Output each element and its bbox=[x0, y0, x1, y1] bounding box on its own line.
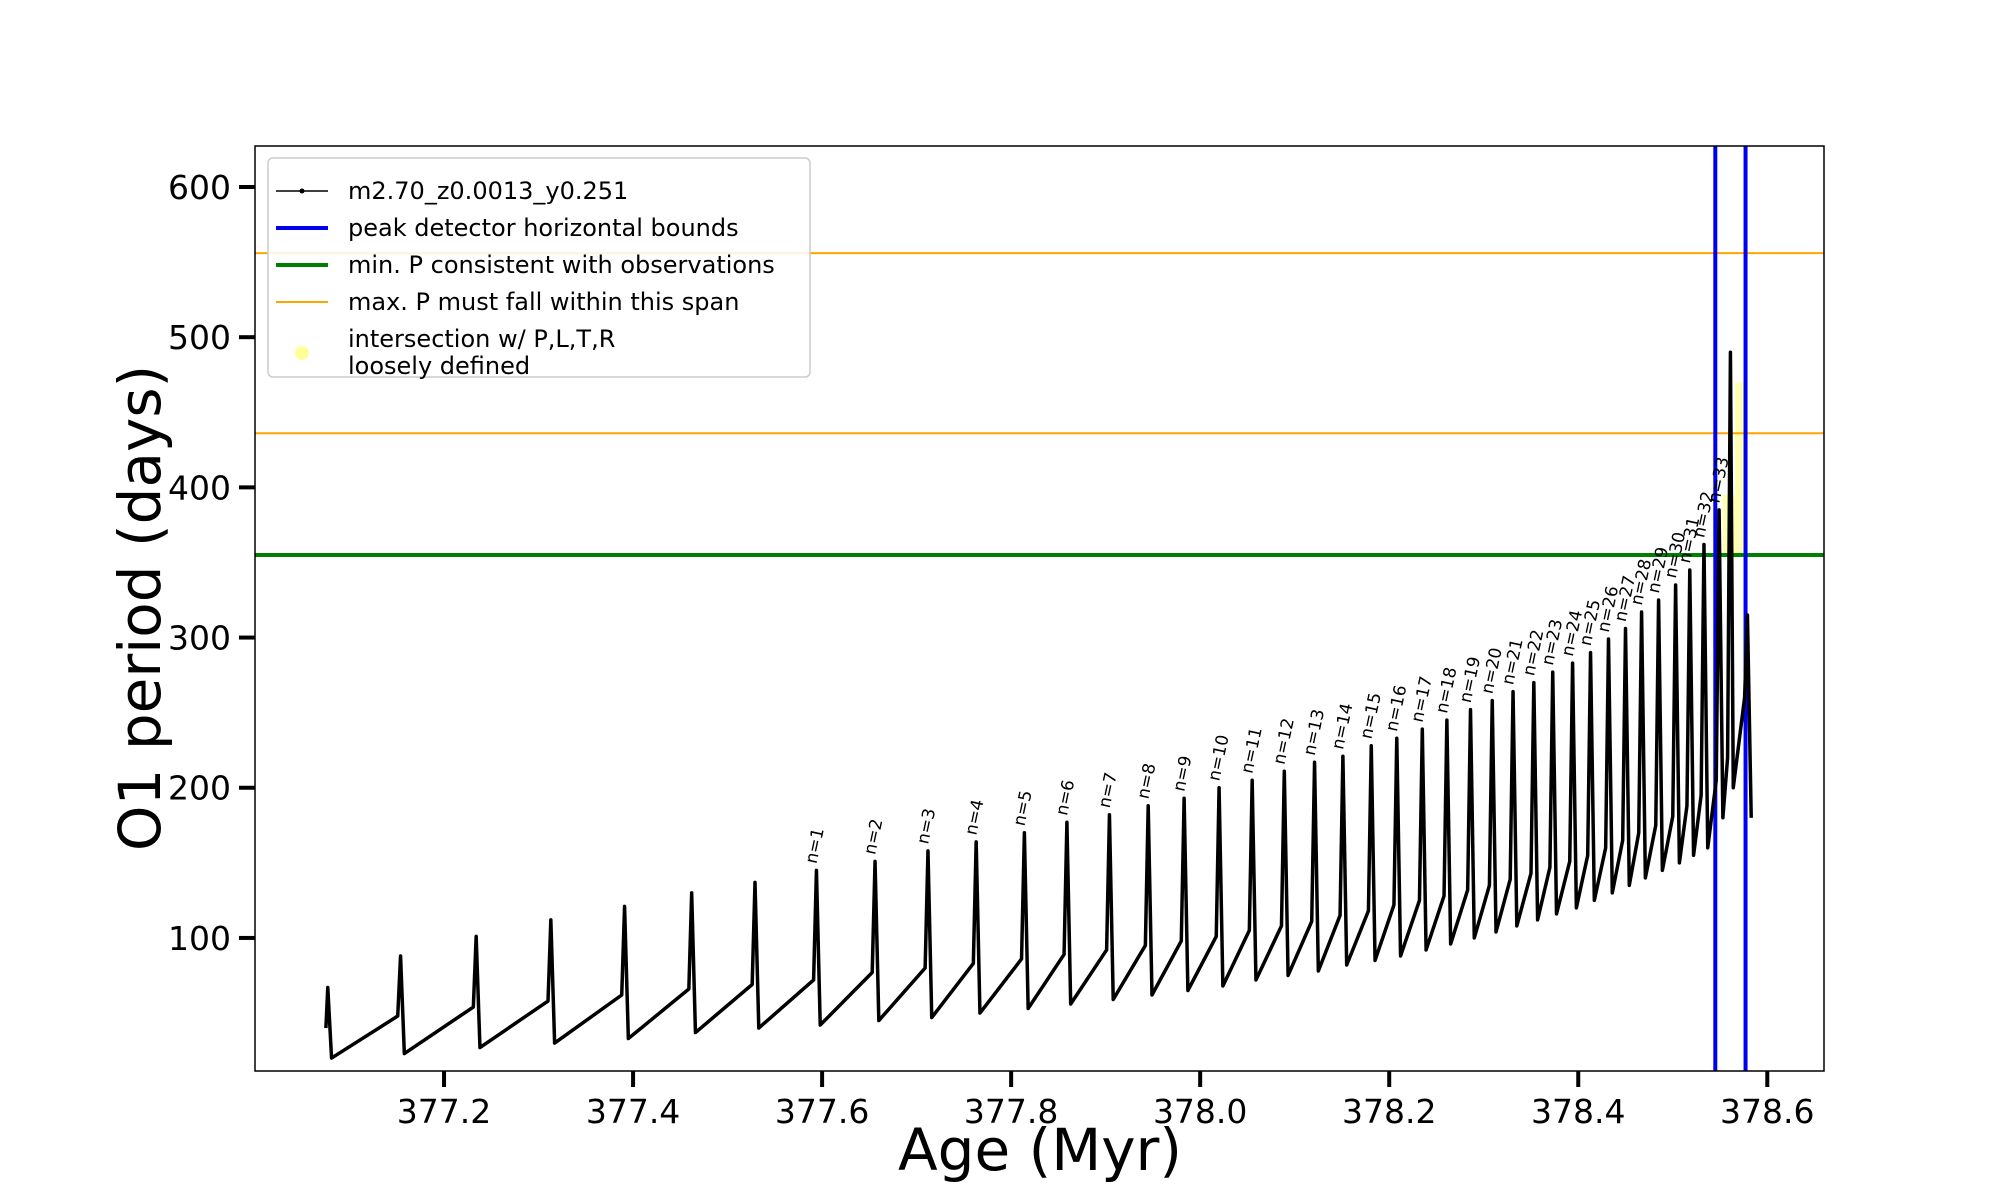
data-line bbox=[324, 350, 1753, 1060]
y-tick-label: 300 bbox=[168, 619, 231, 658]
pulse-annotation: n=3 bbox=[913, 807, 940, 846]
pulse-annotation: n=9 bbox=[1169, 754, 1196, 793]
x-tick-label: 378.0 bbox=[1153, 1092, 1247, 1131]
x-tick-label: 377.6 bbox=[775, 1092, 869, 1131]
pulse-annotation: n=6 bbox=[1052, 778, 1079, 817]
highlight-region bbox=[1735, 382, 1747, 555]
legend-label-line: intersection w/ P,L,T,R bbox=[348, 325, 615, 353]
x-tick-label: 378.2 bbox=[1342, 1092, 1436, 1131]
y-tick-label: 500 bbox=[168, 318, 231, 357]
x-tick-label: 377.8 bbox=[964, 1092, 1058, 1131]
legend-label-line: loosely defined bbox=[348, 352, 530, 380]
x-tick-label: 378.4 bbox=[1531, 1092, 1625, 1131]
legend-label: min. P consistent with observations bbox=[348, 251, 775, 279]
legend-label: intersection w/ P,L,T,R loosely defined bbox=[348, 325, 615, 380]
pulse-annotation: n=17 bbox=[1408, 674, 1437, 724]
pulse-annotation: n=11 bbox=[1237, 725, 1266, 775]
legend-label: m2.70_z0.0013_y0.251 bbox=[348, 177, 628, 205]
pulse-annotation: n=8 bbox=[1134, 762, 1161, 801]
y-tick-label: 600 bbox=[168, 168, 231, 207]
legend-box bbox=[267, 157, 811, 378]
x-tick-label: 377.2 bbox=[397, 1092, 491, 1131]
legend-marker bbox=[299, 188, 305, 194]
pulse-annotation: n=1 bbox=[802, 826, 829, 865]
legend-label: peak detector horizontal bounds bbox=[348, 214, 739, 242]
pulse-annotation: n=5 bbox=[1010, 789, 1037, 828]
pulse-annotation: n=15 bbox=[1357, 691, 1386, 741]
legend-marker bbox=[295, 346, 309, 360]
x-tick-label: 377.4 bbox=[586, 1092, 680, 1131]
legend-label: max. P must fall within this span bbox=[348, 288, 739, 316]
pulse-annotation: n=14 bbox=[1328, 701, 1357, 751]
pulse-annotation: n=13 bbox=[1300, 707, 1329, 757]
y-tick-label: 100 bbox=[168, 919, 231, 958]
pulse-annotation: n=12 bbox=[1270, 716, 1299, 766]
pulse-annotation: n=10 bbox=[1204, 733, 1233, 783]
pulse-annotation: n=4 bbox=[962, 798, 989, 837]
pulse-annotation: n=7 bbox=[1095, 771, 1122, 810]
plot-frame bbox=[254, 145, 1825, 1072]
y-tick-label: 200 bbox=[168, 769, 231, 808]
pulse-annotation: n=16 bbox=[1382, 683, 1411, 733]
x-axis-label: Age (Myr) bbox=[898, 1116, 1182, 1184]
pulse-annotation: n=2 bbox=[860, 817, 887, 856]
y-tick-label: 400 bbox=[168, 468, 231, 507]
y-axis-label: O1 period (days) bbox=[106, 365, 174, 851]
x-tick-label: 378.6 bbox=[1720, 1092, 1814, 1131]
